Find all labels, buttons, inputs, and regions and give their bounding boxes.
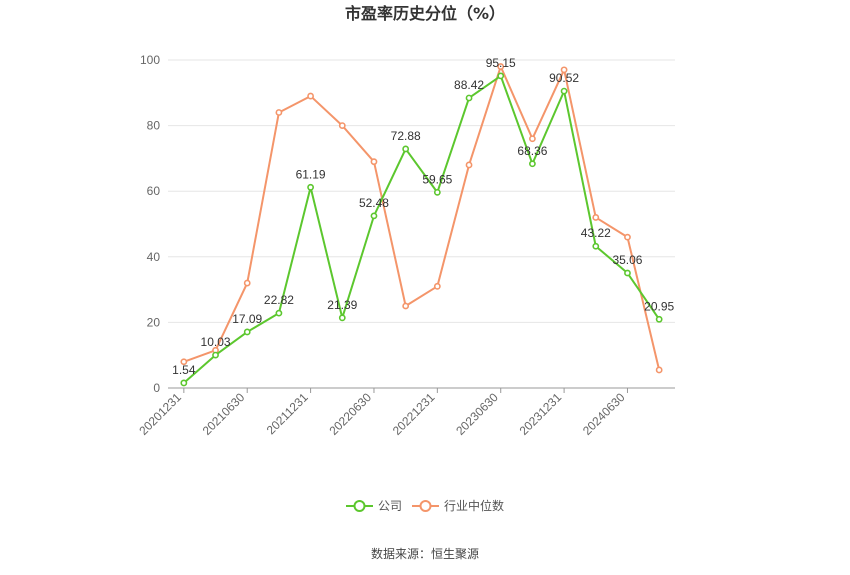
data-label-company: 90.52 [549, 71, 579, 85]
y-tick-label: 100 [140, 53, 160, 67]
data-label-company: 59.65 [422, 172, 452, 186]
legend-item-industry-median[interactable]: 行业中位数 [412, 498, 504, 513]
data-label-company: 88.42 [454, 78, 484, 92]
legend: 公司 行业中位数 [346, 498, 504, 513]
data-label-company: 68.36 [517, 144, 547, 158]
point-industry-median[interactable] [655, 366, 663, 374]
x-tick-label: 20220630 [326, 390, 374, 438]
y-tick-label: 20 [147, 315, 161, 329]
series-line-company [183, 74, 660, 384]
legend-marker-company [353, 500, 366, 512]
point-industry-median[interactable] [275, 109, 283, 116]
chart-title: 市盈率历史分位（%） [345, 4, 505, 23]
legend-item-company[interactable]: 公司 [346, 499, 402, 513]
point-industry-median[interactable] [370, 158, 378, 166]
point-company[interactable] [433, 188, 441, 196]
point-company[interactable] [592, 242, 600, 250]
x-tick-label: 20221231 [390, 390, 438, 438]
point-industry-median[interactable] [529, 135, 536, 143]
x-tick-label: 20211231 [264, 390, 311, 437]
point-company[interactable] [370, 212, 378, 220]
data-label-company: 20.95 [644, 299, 674, 313]
point-company[interactable] [275, 309, 283, 317]
x-tick-label: 20240630 [580, 390, 628, 438]
point-industry-median[interactable] [243, 279, 251, 287]
data-label-company: 95.15 [486, 56, 516, 70]
point-company[interactable] [465, 94, 473, 102]
point-company[interactable] [402, 145, 410, 153]
point-industry-median[interactable] [180, 358, 188, 366]
x-tick-label: 20201231 [136, 390, 184, 438]
data-source: 数据来源：恒生聚源 [371, 546, 479, 561]
point-industry-median[interactable] [433, 282, 441, 290]
legend-label-industry-median: 行业中位数 [444, 498, 504, 513]
point-industry-median[interactable] [307, 92, 314, 100]
point-industry-median[interactable] [497, 63, 505, 70]
x-tick-label: 20210630 [200, 390, 248, 438]
point-company[interactable] [243, 328, 251, 336]
series-line-industry-median [183, 65, 661, 371]
point-company[interactable] [180, 379, 188, 387]
point-industry-median[interactable] [465, 161, 473, 169]
data-label-company: 61.19 [296, 167, 326, 181]
data-label-company: 35.06 [612, 253, 642, 267]
point-company[interactable] [655, 315, 663, 323]
data-label-company: 21.39 [327, 298, 357, 312]
x-tick-label: 20230630 [453, 390, 501, 438]
point-industry-median[interactable] [624, 233, 631, 241]
point-industry-median[interactable] [402, 302, 410, 310]
point-company[interactable] [560, 87, 568, 95]
point-company[interactable] [497, 72, 505, 80]
y-tick-label: 60 [147, 184, 161, 198]
data-label-company: 17.09 [232, 312, 262, 326]
data-label-company: 1.54 [172, 363, 196, 377]
x-tick-label: 20231231 [517, 390, 565, 438]
data-label-company: 52.48 [359, 196, 389, 210]
series [180, 63, 663, 387]
y-tick-label: 40 [147, 250, 161, 264]
data-label-company: 72.88 [391, 129, 421, 143]
point-industry-median[interactable] [338, 122, 346, 129]
point-industry-median[interactable] [560, 66, 568, 74]
y-tick-label: 80 [147, 119, 161, 133]
y-tick-label: 0 [153, 381, 160, 395]
point-company[interactable] [307, 183, 314, 191]
legend-label-company: 公司 [378, 499, 402, 513]
legend-marker-industry-median [419, 500, 432, 512]
point-company[interactable] [212, 351, 219, 359]
data-label-company: 22.82 [264, 293, 294, 307]
point-company[interactable] [338, 314, 346, 322]
point-company[interactable] [529, 160, 536, 168]
point-industry-median[interactable] [592, 214, 600, 221]
point-company[interactable] [624, 269, 631, 277]
data-label-company: 10.03 [201, 335, 231, 349]
data-label-company: 43.22 [581, 226, 611, 240]
